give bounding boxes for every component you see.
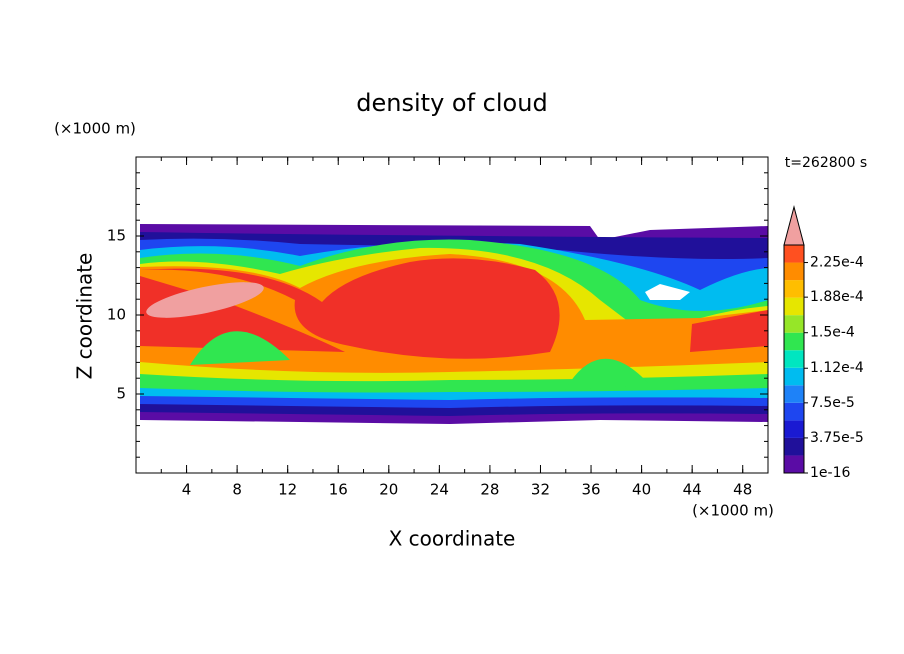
colorbar-band — [784, 385, 804, 403]
x-tick-label: 40 — [632, 481, 651, 499]
contour-band — [565, 358, 650, 390]
colorbar-band — [784, 280, 804, 298]
colorbar-tick-label: 1.88e-4 — [810, 289, 864, 305]
colorbar-tick-label: 1.12e-4 — [810, 360, 864, 376]
colorbar-band — [784, 402, 804, 421]
x-tick-label: 24 — [430, 481, 449, 499]
contour-gap — [645, 284, 690, 300]
y-axis-label: Z coordinate — [73, 253, 97, 380]
x-tick-label: 16 — [329, 481, 348, 499]
colorbar-extend — [783, 205, 805, 246]
colorbar-band — [784, 437, 804, 456]
colorbar-band — [784, 420, 804, 438]
y-tick-label: 15 — [107, 227, 126, 245]
colorbar-band — [784, 315, 804, 333]
y-unit: (×1000 m) — [54, 120, 136, 138]
x-tick-label: 32 — [531, 481, 550, 499]
time-label: t=262800 s — [785, 155, 867, 171]
x-tick-label: 28 — [480, 481, 499, 499]
colorbar-tick-label: 2.25e-4 — [810, 255, 864, 271]
x-unit: (×1000 m) — [692, 502, 774, 520]
colorbar-band — [784, 245, 804, 263]
chart-title: density of cloud — [356, 89, 547, 117]
contour-band — [690, 310, 768, 352]
x-tick-label: 36 — [581, 481, 600, 499]
contour-band — [190, 331, 290, 365]
x-tick-label: 20 — [379, 481, 398, 499]
colorbar-tick-label: 3.75e-5 — [810, 430, 864, 446]
contour-band — [146, 282, 264, 318]
colorbar-tick-label: 7.5e-5 — [810, 395, 855, 411]
plot-frame — [135, 156, 769, 474]
colorbar-band — [784, 297, 804, 316]
colorbar-band — [784, 455, 804, 473]
colorbar-tick-label: 1e-16 — [810, 465, 850, 481]
x-tick-label: 4 — [182, 481, 192, 499]
x-tick-label: 8 — [232, 481, 242, 499]
x-axis-label: X coordinate — [389, 527, 516, 551]
colorbar-band — [784, 350, 804, 368]
colorbar-frame — [783, 244, 805, 474]
colorbar-band — [784, 367, 804, 386]
colorbar-band — [784, 262, 804, 281]
contour-band — [140, 258, 560, 359]
colorbar-band — [784, 332, 804, 351]
y-tick-label: 5 — [116, 385, 126, 403]
x-tick-label: 48 — [733, 481, 752, 499]
colorbar-tick-label: 1.5e-4 — [810, 325, 855, 341]
y-tick-label: 10 — [107, 306, 126, 324]
contour-field — [140, 224, 768, 424]
x-tick-label: 44 — [683, 481, 702, 499]
x-tick-label: 12 — [278, 481, 297, 499]
